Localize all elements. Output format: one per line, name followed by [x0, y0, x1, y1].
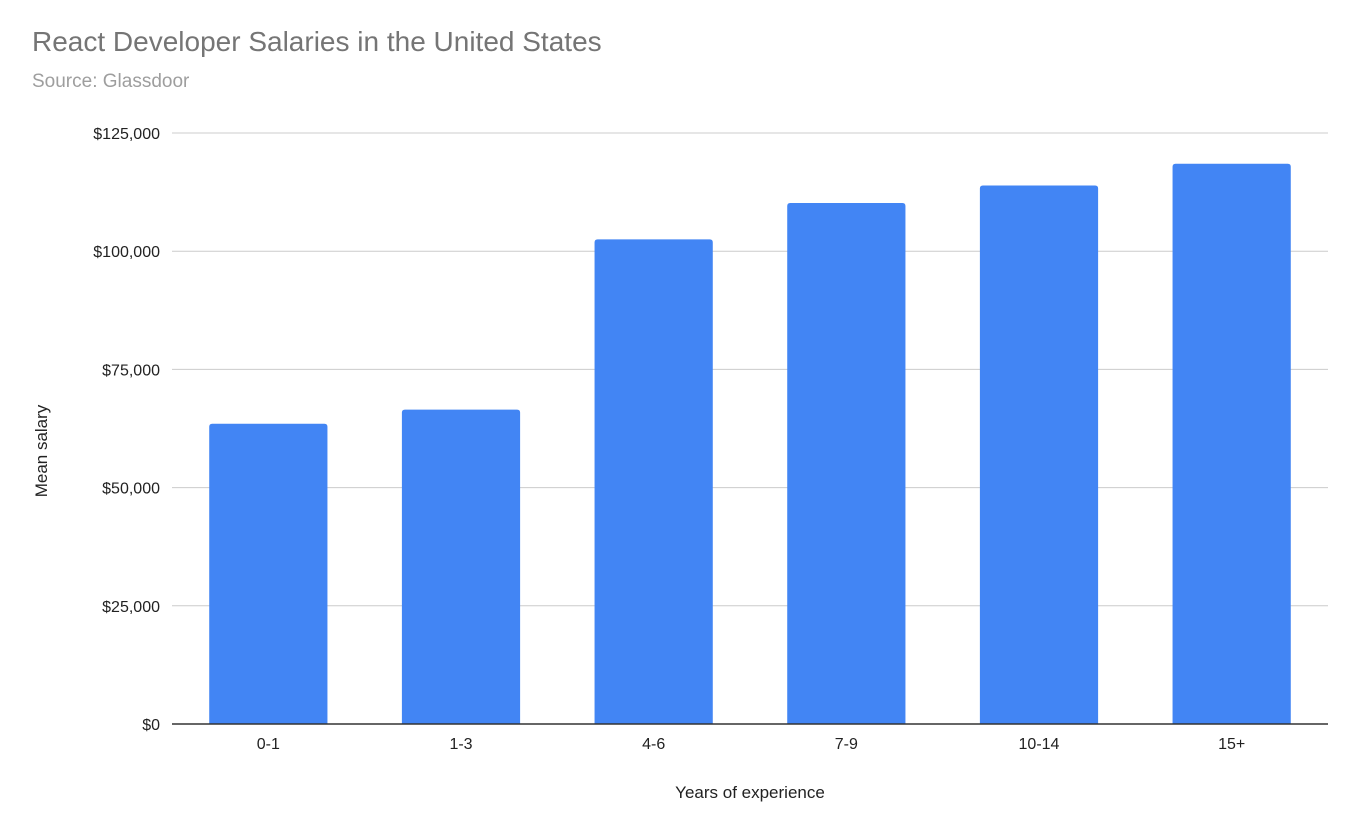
- x-tick-label: 1-3: [449, 736, 472, 753]
- bar-10-14: [979, 185, 1099, 724]
- y-axis-title: Mean salary: [32, 404, 51, 497]
- x-tick-label: 15+: [1218, 736, 1245, 753]
- x-axis-ticks: 0-1 1-3 4-6 7-9 10-14 15+: [257, 736, 1245, 753]
- y-tick-label: $75,000: [102, 362, 160, 379]
- y-tick-label: $125,000: [93, 126, 160, 143]
- bar-7-9: [787, 202, 906, 725]
- y-tick-label: $100,000: [93, 244, 160, 261]
- bar-15+: [1172, 163, 1291, 724]
- y-tick-label: $0: [142, 717, 160, 734]
- y-tick-label: $25,000: [102, 599, 160, 616]
- chart-title: React Developer Salaries in the United S…: [32, 26, 602, 57]
- x-tick-label: 7-9: [835, 736, 858, 753]
- bar-0-1: [209, 423, 328, 724]
- x-tick-label: 4-6: [642, 736, 665, 753]
- bar-1-3: [401, 409, 521, 724]
- y-tick-label: $50,000: [102, 481, 160, 498]
- y-axis-ticks: $0 $25,000 $50,000 $75,000 $100,000 $125,000: [93, 126, 160, 734]
- bar-4-6: [594, 239, 713, 724]
- x-axis-title: Years of experience: [675, 783, 825, 802]
- x-tick-label: 10-14: [1019, 736, 1060, 753]
- x-tick-label: 0-1: [257, 736, 280, 753]
- gridlines: [172, 132, 1328, 607]
- bars: [209, 163, 1291, 725]
- chart-subtitle: Source: Glassdoor: [32, 71, 190, 92]
